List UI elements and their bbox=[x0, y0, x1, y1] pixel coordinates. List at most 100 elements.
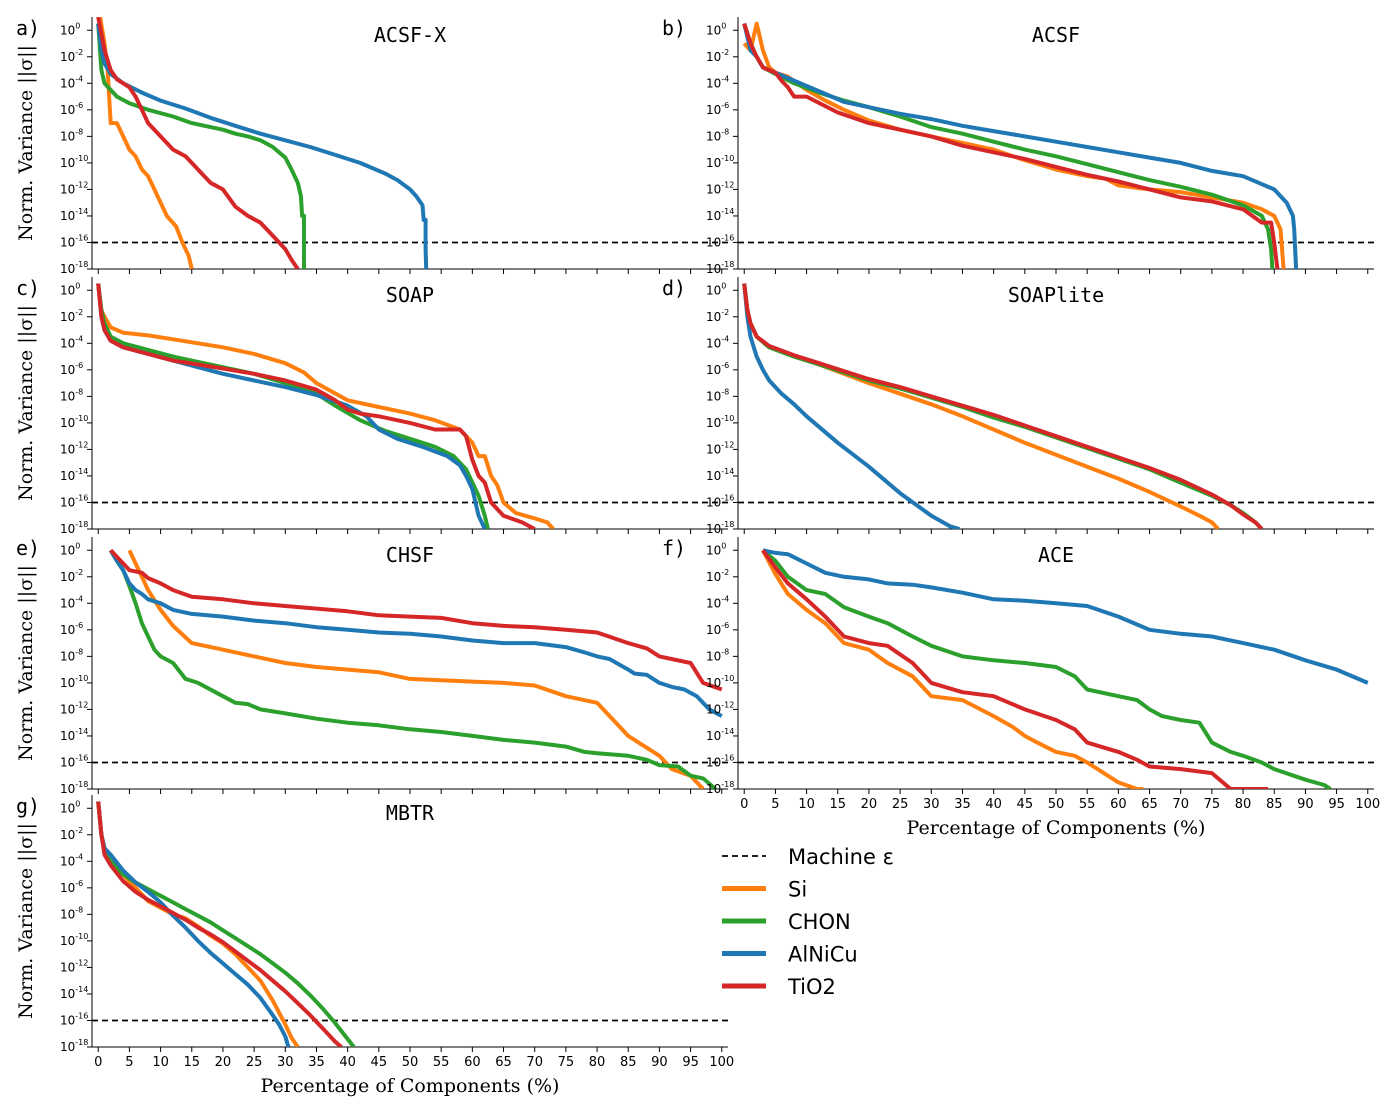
y-tick-label: 10-6 bbox=[60, 361, 83, 377]
y-tick-label: 100 bbox=[60, 281, 80, 297]
y-tick-label: 10-8 bbox=[60, 905, 83, 921]
series-line-tio2 bbox=[109, 548, 723, 692]
x-tick-label: 5 bbox=[125, 1055, 133, 1070]
y-axis-title: Norm. Variance ||σ|| bbox=[15, 45, 37, 241]
panel-title: ACSF bbox=[1032, 23, 1080, 47]
y-tick-label: 10-16 bbox=[706, 233, 734, 249]
panel-title: SOAPlite bbox=[1008, 283, 1104, 307]
y-tick-label: 100 bbox=[706, 541, 726, 557]
series-line-alnicu bbox=[96, 801, 291, 1047]
y-tick-label: 10-4 bbox=[60, 594, 83, 610]
series-line-chon bbox=[742, 22, 1275, 269]
y-tick-label: 10-16 bbox=[60, 233, 88, 249]
y-tick-label: 10-8 bbox=[706, 127, 729, 143]
y-tick-label: 10-6 bbox=[60, 101, 83, 117]
panel-g: 10010-210-410-610-810-1010-1210-1410-161… bbox=[15, 794, 734, 1097]
y-axis-title: Norm. Variance ||σ|| bbox=[15, 305, 37, 501]
x-tick-label: 75 bbox=[558, 1055, 575, 1070]
y-tick-label: 10-8 bbox=[706, 387, 729, 403]
x-tick-label: 80 bbox=[589, 1055, 606, 1070]
series-line-si bbox=[761, 549, 1144, 789]
x-tick-label: 80 bbox=[1235, 797, 1252, 812]
x-tick-label: 15 bbox=[183, 1055, 200, 1070]
y-tick-label: 10-12 bbox=[706, 180, 734, 196]
x-tick-label: 60 bbox=[1110, 797, 1127, 812]
y-tick-label: 10-4 bbox=[706, 594, 729, 610]
y-tick-label: 10-4 bbox=[60, 334, 83, 350]
x-tick-label: 65 bbox=[1141, 797, 1158, 812]
x-tick-label: 100 bbox=[709, 1055, 734, 1070]
x-tick-label: 85 bbox=[1266, 797, 1283, 812]
panel-label: c) bbox=[16, 276, 40, 300]
x-tick-label: 25 bbox=[246, 1055, 263, 1070]
y-tick-label: 10-2 bbox=[60, 48, 83, 64]
series-line-chon bbox=[742, 283, 1264, 529]
y-tick-label: 10-16 bbox=[60, 753, 88, 769]
x-tick-label: 90 bbox=[1297, 797, 1314, 812]
x-tick-label: 100 bbox=[1355, 797, 1380, 812]
y-tick-label: 10-8 bbox=[60, 387, 83, 403]
series-line-alnicu bbox=[108, 549, 723, 718]
y-tick-label: 10-4 bbox=[706, 334, 729, 350]
series-line-chon bbox=[108, 549, 717, 789]
series-line-tio2 bbox=[742, 22, 1280, 269]
y-tick-label: 10-6 bbox=[706, 621, 729, 637]
y-axis-title: Norm. Variance ||σ|| bbox=[15, 823, 37, 1019]
legend-label: Machine ε bbox=[788, 845, 894, 869]
panel-c: 100 10-2 10-4 10-6 10-8 10-10 10-12 10-14 10-16 1… bbox=[15, 276, 728, 536]
panel-title: ACE bbox=[1038, 543, 1074, 567]
y-tick-label: 10-8 bbox=[706, 647, 729, 663]
y-tick-label: 10-12 bbox=[60, 440, 88, 456]
y-axis-title: Norm. Variance ||σ|| bbox=[15, 565, 37, 761]
x-tick-label: 40 bbox=[985, 797, 1002, 812]
y-tick-label: 10-14 bbox=[60, 467, 88, 483]
x-tick-label: 20 bbox=[215, 1055, 232, 1070]
x-tick-label: 20 bbox=[861, 797, 878, 812]
y-tick-label: 10-14 bbox=[60, 207, 88, 223]
y-tick-label: 10-12 bbox=[60, 700, 88, 716]
y-tick-label: 100 bbox=[60, 541, 80, 557]
panel-label: g) bbox=[16, 794, 40, 818]
panel-a: 100 10-2 10-4 10-6 10-8 10-10 10-12 10-14 10-16 1… bbox=[15, 16, 728, 276]
x-tick-label: 5 bbox=[771, 797, 779, 812]
x-tick-label: 85 bbox=[620, 1055, 637, 1070]
y-tick-label: 10-10 bbox=[706, 674, 734, 690]
legend-item-eps: Machine ε bbox=[722, 845, 894, 869]
panel-title: MBTR bbox=[386, 801, 435, 825]
y-tick-label: 10-4 bbox=[60, 74, 83, 90]
y-tick-label: 10-2 bbox=[706, 568, 729, 584]
panel-title: ACSF-X bbox=[374, 23, 446, 47]
x-tick-label: 75 bbox=[1204, 797, 1221, 812]
panel-d: 100 10-2 10-4 10-6 10-8 10-10 10-12 10-14 10-16 1… bbox=[662, 276, 1374, 536]
series-line-si bbox=[127, 549, 705, 789]
y-tick-label: 100 bbox=[60, 799, 80, 815]
x-tick-label: 40 bbox=[339, 1055, 356, 1070]
y-tick-label: 10-2 bbox=[60, 568, 83, 584]
y-tick-label: 10-10 bbox=[60, 154, 88, 170]
y-tick-label: 10-14 bbox=[60, 727, 88, 743]
series-line-alnicu bbox=[96, 283, 487, 529]
series-line-alnicu bbox=[742, 283, 960, 529]
x-tick-label: 70 bbox=[526, 1055, 543, 1070]
y-tick-label: 10-18 bbox=[706, 260, 734, 276]
x-tick-label: 10 bbox=[152, 1055, 169, 1070]
x-tick-label: 30 bbox=[923, 797, 940, 812]
x-tick-label: 15 bbox=[829, 797, 846, 812]
x-tick-label: 55 bbox=[1079, 797, 1096, 812]
y-tick-label: 10-4 bbox=[60, 852, 83, 868]
x-tick-label: 50 bbox=[402, 1055, 419, 1070]
panel-title: CHSF bbox=[386, 543, 434, 567]
y-tick-label: 10-10 bbox=[706, 414, 734, 430]
y-tick-label: 100 bbox=[706, 281, 726, 297]
y-tick-label: 10-12 bbox=[706, 440, 734, 456]
panel-label: d) bbox=[662, 276, 686, 300]
y-tick-label: 100 bbox=[706, 21, 726, 37]
y-tick-label: 10-14 bbox=[60, 985, 88, 1001]
legend-label: Si bbox=[788, 878, 807, 902]
y-tick-label: 10-18 bbox=[60, 520, 88, 536]
y-tick-label: 10-2 bbox=[706, 308, 729, 324]
y-tick-label: 10-16 bbox=[60, 493, 88, 509]
legend-item-tio2: TiO2 bbox=[722, 975, 836, 999]
x-tick-label: 45 bbox=[1017, 797, 1034, 812]
